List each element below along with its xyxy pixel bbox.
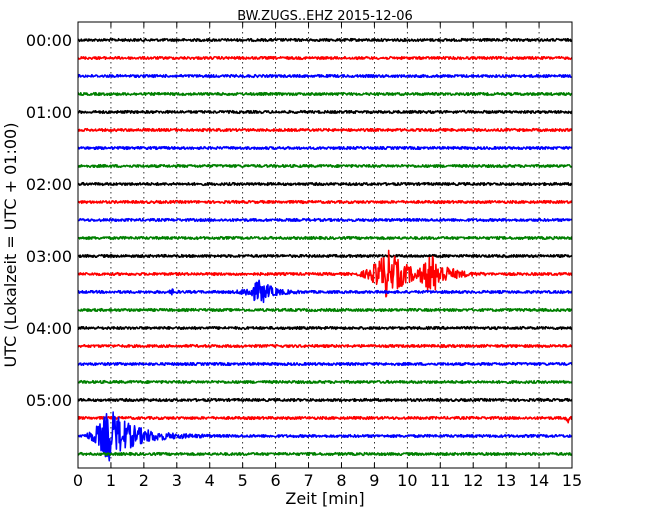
x-tick-label: 6: [271, 471, 281, 490]
y-tick-label: 00:00: [26, 31, 72, 50]
y-tick-label: 04:00: [26, 319, 72, 338]
x-tick-label: 9: [369, 471, 379, 490]
trace-05-45: [78, 451, 572, 457]
trace-00-30: [78, 73, 572, 79]
trace-03-30: [78, 279, 572, 304]
x-tick-label: 14: [529, 471, 549, 490]
y-tick-label: 05:00: [26, 391, 72, 410]
trace-02-30: [78, 217, 572, 223]
y-tick-labels: 00:00 01:00 02:00 03:00 04:00 05:00: [26, 31, 72, 410]
x-tick-label: 11: [430, 471, 450, 490]
x-tick-label: 15: [562, 471, 582, 490]
trace-03-00: [78, 253, 572, 259]
y-tick-label: 01:00: [26, 103, 72, 122]
x-tick-label: 3: [172, 471, 182, 490]
trace-05-15: [78, 415, 572, 424]
plot-frame: [77, 21, 573, 469]
x-axis-label: Zeit [min]: [285, 489, 364, 508]
y-tick-label: 02:00: [26, 175, 72, 194]
x-tick-label: 7: [303, 471, 313, 490]
x-tick-label: 2: [139, 471, 149, 490]
trace-00-00: [78, 37, 572, 43]
x-tick-label: 10: [397, 471, 417, 490]
trace-04-15: [78, 343, 572, 349]
trace-03-45: [78, 307, 572, 313]
trace-05-00: [78, 397, 572, 403]
trace-02-45: [78, 235, 572, 241]
x-tick-label: 5: [238, 471, 248, 490]
y-axis-label: UTC (Lokalzeit = UTC + 01:00): [1, 123, 20, 368]
trace-01-30: [78, 145, 572, 151]
y-tick-label: 03:00: [26, 247, 72, 266]
trace-03-15: [78, 249, 572, 298]
trace-04-45: [78, 379, 572, 385]
trace-02-15: [78, 199, 572, 205]
trace-05-30: [78, 411, 572, 462]
x-tick-label: 12: [463, 471, 483, 490]
trace-01-45: [78, 163, 572, 169]
trace-01-15: [78, 127, 572, 133]
x-tick-label: 13: [496, 471, 516, 490]
x-tick-label: 4: [205, 471, 215, 490]
trace-00-15: [78, 55, 572, 61]
traces: [78, 37, 572, 462]
trace-04-30: [78, 361, 572, 367]
chart-title: BW.ZUGS..EHZ 2015-12-06: [237, 9, 413, 24]
axis-ticks: [77, 22, 573, 468]
trace-04-00: [78, 325, 572, 331]
trace-00-45: [78, 91, 572, 97]
x-tick-labels: 0 1 2 3 4 5 6 7 8 9 10 11 12 13 14 15: [73, 471, 582, 490]
trace-01-00: [78, 109, 572, 115]
x-tick-label: 8: [336, 471, 346, 490]
x-tick-label: 0: [73, 471, 83, 490]
trace-02-00: [78, 181, 572, 187]
x-tick-label: 1: [106, 471, 116, 490]
